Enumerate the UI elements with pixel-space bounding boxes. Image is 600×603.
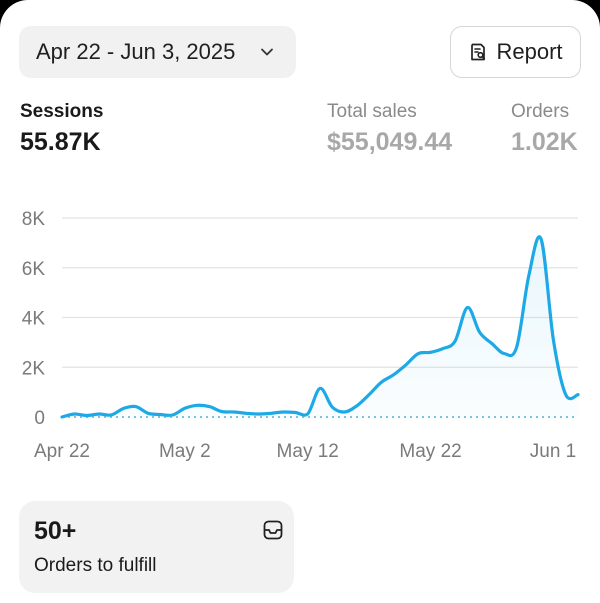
inbox-icon bbox=[263, 520, 283, 540]
metric-label: Orders bbox=[511, 101, 570, 122]
y-tick-label: 8K bbox=[22, 209, 46, 230]
date-range-label: Apr 22 - Jun 3, 2025 bbox=[36, 39, 236, 64]
metric-label: Sessions bbox=[20, 101, 104, 122]
x-tick-label: Jun 1 bbox=[530, 441, 576, 462]
chevron-down-icon bbox=[261, 48, 273, 56]
metric-value: 1.02K bbox=[511, 128, 578, 156]
y-tick-label: 6K bbox=[22, 259, 46, 280]
sessions-chart: 8K 6K 4K 2K 0 Apr 22 May 2 May 12 May 22 Jun 1 bbox=[22, 209, 580, 462]
metric-value: $55,049.44 bbox=[327, 128, 453, 156]
sessions-area bbox=[62, 236, 578, 417]
orders-label: Orders to fulfill bbox=[34, 555, 157, 576]
y-tick-label: 0 bbox=[34, 408, 45, 429]
y-tick-label: 4K bbox=[22, 309, 46, 330]
metric-label: Total sales bbox=[327, 101, 417, 122]
report-button[interactable]: Report bbox=[450, 26, 581, 78]
sessions-line bbox=[60, 235, 580, 419]
orders-to-fulfill-card[interactable]: 50+ Orders to fulfill bbox=[19, 501, 294, 593]
x-tick-label: May 22 bbox=[399, 441, 461, 462]
y-tick-label: 2K bbox=[22, 358, 46, 379]
metric-total-sales[interactable]: Total sales $55,049.44 bbox=[327, 101, 452, 157]
orders-count: 50+ bbox=[34, 517, 77, 545]
date-range-button[interactable]: Apr 22 - Jun 3, 2025 bbox=[19, 26, 296, 78]
report-icon bbox=[471, 43, 486, 61]
metric-sessions[interactable]: Sessions 55.87K bbox=[20, 101, 103, 157]
x-tick-label: May 12 bbox=[277, 441, 339, 462]
report-label: Report bbox=[496, 39, 563, 64]
x-tick-label: May 2 bbox=[159, 441, 211, 462]
x-tick-label: Apr 22 bbox=[34, 441, 90, 462]
metric-value: 55.87K bbox=[20, 128, 101, 156]
metric-orders[interactable]: Orders 1.02K bbox=[511, 101, 578, 157]
